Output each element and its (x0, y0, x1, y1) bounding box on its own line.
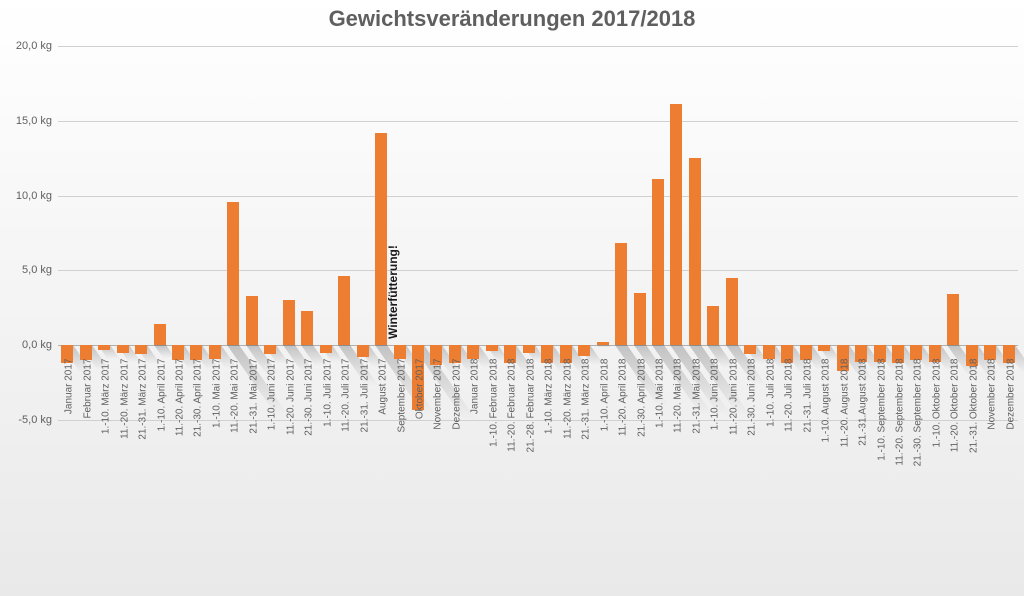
bar (135, 345, 147, 354)
x-tick-label: Oktober 2017 (415, 357, 426, 559)
x-tick-label: 11.-20. Februar 2018 (507, 357, 518, 559)
bar (357, 345, 369, 357)
bar (726, 278, 738, 345)
x-tick-label: Dezember 2017 (451, 357, 462, 559)
x-tick-label: 11.-20. Juni 2017 (285, 357, 296, 559)
x-tick-label: 21.-30. September 2018 (913, 357, 924, 559)
x-tick-label: 21.-31. Mai 2018 (691, 357, 702, 559)
x-tick-label: 11.-20. Juli 2018 (784, 357, 795, 559)
bar (117, 345, 129, 352)
bar (670, 104, 682, 345)
x-tick-label: 1.-10. März 2018 (544, 357, 555, 559)
x-tick-label: 21.-30. April 2018 (636, 357, 647, 559)
bar (634, 293, 646, 345)
bar (578, 345, 590, 355)
bar (597, 342, 609, 345)
bar (98, 345, 110, 349)
bar (227, 202, 239, 346)
weight-change-chart: Gewichtsveränderungen 2017/2018 -5,0 kg 0… (0, 0, 1024, 596)
y-tick-label: 0,0 kg (0, 339, 52, 351)
bar (615, 243, 627, 345)
x-tick-label: 21.-31. Mai 2017 (248, 357, 259, 559)
bar (523, 345, 535, 352)
x-tick-label: 1.-10. April 2017 (156, 357, 167, 559)
bar (744, 345, 756, 354)
x-tick-label: 21.-31. März 2018 (581, 357, 592, 559)
x-tick-label: 11.-20. September 2018 (895, 357, 906, 559)
bar (707, 306, 719, 345)
x-tick-label: 21.-31. Juli 2018 (802, 357, 813, 559)
bar-annotation: Winterfütterung! (386, 245, 400, 339)
x-tick-label: 21.-31. März 2017 (138, 357, 149, 559)
x-tick-label: 1.-10. Oktober 2018 (931, 357, 942, 559)
x-tick-label: August 2017 (378, 357, 389, 559)
y-gridline (58, 196, 1018, 197)
bar (486, 345, 498, 351)
x-tick-label: 11.-20. Mai 2018 (673, 357, 684, 559)
y-tick-label: 5,0 kg (0, 264, 52, 276)
x-tick-label: 1.-10. Juli 2017 (322, 357, 333, 559)
x-tick-label: Dezember 2018 (1005, 357, 1016, 559)
bar (283, 300, 295, 345)
x-tick-label: 11.-20. August 2018 (839, 357, 850, 559)
x-tick-label: 21.-30. Juni 2017 (304, 357, 315, 559)
x-tick-label: 11.-20. Juli 2017 (341, 357, 352, 559)
x-tick-label: 21.-31.August 2018 (858, 357, 869, 559)
x-tick-label: 1.-10. Mai 2017 (211, 357, 222, 559)
bar (689, 158, 701, 345)
x-tick-label: 1.-10. Juni 2018 (710, 357, 721, 559)
x-tick-label: 21.-31. Oktober 2018 (968, 357, 979, 559)
x-tick-label: 1.-10. März 2017 (101, 357, 112, 559)
bar (338, 276, 350, 345)
x-tick-label: 11.-20. April 2018 (618, 357, 629, 559)
x-tick-label: November 2018 (987, 357, 998, 559)
y-tick-label: 15,0 kg (0, 115, 52, 127)
x-tick-label: 21.-30. Juni 2018 (747, 357, 758, 559)
bar (652, 179, 664, 345)
x-tick-label: 1.-10. Juli 2018 (765, 357, 776, 559)
bar (818, 345, 830, 351)
bar (154, 324, 166, 345)
x-tick-label: 21.-28. Februar 2018 (525, 357, 536, 559)
y-gridline (58, 46, 1018, 47)
x-tick-label: 1.-10. Juni 2017 (267, 357, 278, 559)
y-gridline (58, 270, 1018, 271)
y-gridline (58, 121, 1018, 122)
bar (264, 345, 276, 354)
x-tick-label: 11.-20. März 2018 (562, 357, 573, 559)
bar (320, 345, 332, 352)
x-tick-label: 1.-10. Februar 2018 (488, 357, 499, 559)
x-tick-label: 11.-20. Mai 2017 (230, 357, 241, 559)
y-tick-label: 10,0 kg (0, 190, 52, 202)
x-tick-label: 1.-10. September 2018 (876, 357, 887, 559)
x-tick-label: Januar 2018 (470, 357, 481, 559)
x-tick-label: September 2017 (396, 357, 407, 559)
x-tick-label: 11.-20. April 2017 (175, 357, 186, 559)
x-tick-label: 11.-20. Oktober 2018 (950, 357, 961, 559)
y-tick-label: 20,0 kg (0, 40, 52, 52)
x-tick-label: 11.-20. März 2017 (119, 357, 130, 559)
x-tick-label: November 2017 (433, 357, 444, 559)
x-tick-label: 21.-30. April 2017 (193, 357, 204, 559)
bar (301, 311, 313, 345)
x-tick-label: 21.-31. Juli 2017 (359, 357, 370, 559)
x-tick-label: 1.-10. August 2018 (821, 357, 832, 559)
x-tick-label: 1.-10. Mai 2018 (655, 357, 666, 559)
chart-title: Gewichtsveränderungen 2017/2018 (0, 6, 1024, 32)
bar (246, 296, 258, 345)
x-tick-label: 1.-10. April 2018 (599, 357, 610, 559)
x-tick-label: Februar 2017 (82, 357, 93, 559)
x-tick-label: 11.-20. Juni 2018 (728, 357, 739, 559)
y-tick-label: -5,0 kg (0, 414, 52, 426)
x-tick-label: Januar 2017 (64, 357, 75, 559)
bar (947, 294, 959, 345)
